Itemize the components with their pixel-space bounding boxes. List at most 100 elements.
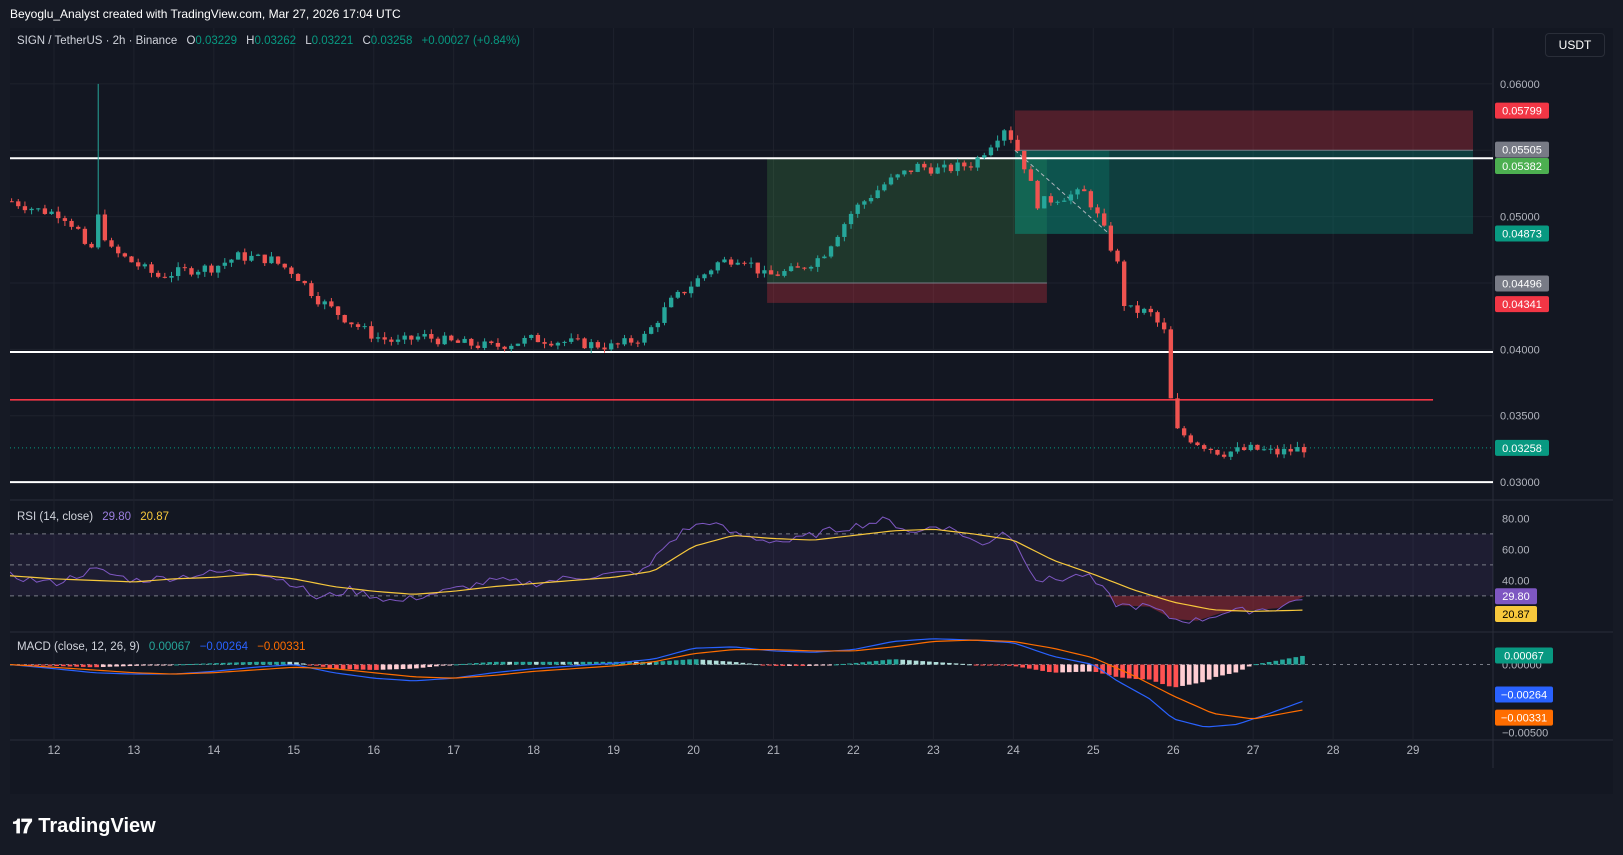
- candle-body: [1082, 189, 1087, 192]
- price-tick-label: 0.06000: [1500, 79, 1540, 91]
- macd-histogram-bar: [1060, 664, 1065, 673]
- candle-body: [722, 259, 727, 263]
- chart-area[interactable]: 80.00 60.00 40.00 29.80 20.87 0.00000 −0.0050…: [10, 28, 1613, 794]
- macd-histogram-bar: [887, 659, 892, 665]
- macd-histogram-bar: [707, 660, 712, 665]
- candle-body: [1068, 194, 1074, 201]
- macd-histogram-bar: [1300, 655, 1305, 665]
- macd-histogram-bar: [74, 664, 79, 667]
- candle-body: [1155, 312, 1160, 323]
- macd-histogram-bar: [1080, 664, 1085, 672]
- currency-button[interactable]: USDT: [1545, 33, 1605, 57]
- macd-histogram-bar: [154, 664, 159, 666]
- macd-histogram-bar: [1093, 664, 1099, 672]
- macd-histogram-bar: [840, 663, 846, 665]
- price-label-box: [1495, 275, 1549, 292]
- time-tick-label: 22: [847, 745, 860, 757]
- candle-body: [902, 170, 907, 175]
- macd-histogram-bar: [860, 662, 866, 665]
- candle-body: [542, 342, 547, 344]
- time-tick-label: 17: [447, 745, 460, 757]
- macd-histogram-bar: [600, 661, 606, 665]
- time-tick-label: 13: [128, 745, 141, 757]
- macd-histogram-bar: [1153, 664, 1159, 682]
- macd-histogram-bar: [780, 664, 786, 666]
- macd-histogram-bar: [1160, 664, 1165, 685]
- macd-histogram-bar: [80, 664, 86, 667]
- candle-body: [1008, 130, 1014, 140]
- candle-body: [962, 162, 967, 167]
- candle-body: [136, 262, 141, 267]
- time-tick-label: 14: [207, 745, 220, 757]
- candle-body: [1095, 207, 1100, 214]
- macd-histogram-bar: [400, 664, 406, 670]
- candle-body: [1301, 447, 1307, 453]
- candle-body: [1208, 448, 1213, 450]
- candle-body: [1028, 169, 1034, 181]
- macd-histogram-bar: [120, 664, 126, 667]
- candle-body: [56, 211, 61, 219]
- macd-histogram-bar: [194, 663, 199, 665]
- macd-histogram-bar: [533, 661, 539, 665]
- candle-body: [1002, 130, 1007, 141]
- macd-histogram-bar: [727, 661, 732, 665]
- candle-body: [82, 228, 88, 244]
- attribution-text: Beyoglu_Analyst created with TradingView…: [10, 7, 401, 21]
- macd-histogram-bar: [893, 659, 899, 665]
- candle-body: [822, 256, 827, 259]
- rsi-tick-label: 60.00: [1502, 544, 1530, 556]
- macd-histogram-bar: [753, 664, 759, 666]
- macd-histogram-bar: [973, 664, 979, 666]
- rsi-tick-label: 80.00: [1502, 513, 1530, 525]
- rsi-axis-label-text: 20.87: [1502, 609, 1530, 621]
- macd-histogram-bar: [953, 663, 959, 665]
- macd-histogram-bar: [47, 664, 53, 666]
- time-tick-label: 29: [1407, 745, 1420, 757]
- time-tick-label: 21: [767, 745, 780, 757]
- candle-body: [89, 243, 94, 248]
- macd-histogram-bar: [207, 663, 213, 665]
- candle-body: [69, 220, 74, 227]
- candle-body: [755, 262, 760, 274]
- candle-body: [62, 218, 68, 221]
- macd-hist-value: 0.00067: [149, 641, 191, 653]
- macd-histogram-bar: [60, 664, 66, 667]
- time-tick-label: 27: [1247, 745, 1260, 757]
- candle-body: [315, 295, 321, 305]
- macd-histogram-bar: [300, 663, 306, 665]
- macd-histogram-bar: [267, 661, 273, 665]
- macd-histogram-bar: [420, 664, 426, 668]
- candle-body: [195, 271, 201, 275]
- macd-histogram-bar: [160, 664, 166, 666]
- macd-legend: MACD (close, 12, 26, 9) 0.00067 −0.00264…: [17, 641, 306, 653]
- candle-body: [788, 266, 794, 272]
- macd-histogram-bar: [1266, 662, 1272, 665]
- macd-histogram-bar: [527, 661, 532, 665]
- macd-histogram-bar: [1013, 664, 1019, 667]
- candle-body: [662, 307, 667, 323]
- candle-body: [995, 140, 1000, 148]
- macd-histogram-bar: [627, 661, 632, 665]
- candle-body: [549, 343, 554, 346]
- time-tick-label: 23: [927, 745, 940, 757]
- macd-histogram-bar: [320, 664, 326, 667]
- candle-body: [382, 337, 387, 340]
- legend-h-label: H: [246, 35, 254, 47]
- macd-histogram-bar: [414, 664, 419, 669]
- time-tick-label: 24: [1007, 745, 1020, 757]
- macd-histogram-bar: [1026, 664, 1032, 669]
- candle-body: [1135, 305, 1140, 313]
- macd-histogram-bar: [993, 664, 999, 666]
- candle-body: [149, 264, 154, 273]
- macd-histogram-bar: [1100, 664, 1105, 674]
- candle-body: [942, 164, 947, 168]
- candle-body: [1088, 191, 1094, 208]
- candle-body: [209, 265, 214, 273]
- candle-body: [882, 184, 887, 191]
- candle-body: [668, 297, 674, 308]
- candle-body: [1042, 196, 1047, 209]
- macd-histogram-bar: [940, 662, 946, 665]
- macd-histogram-bar: [287, 661, 293, 665]
